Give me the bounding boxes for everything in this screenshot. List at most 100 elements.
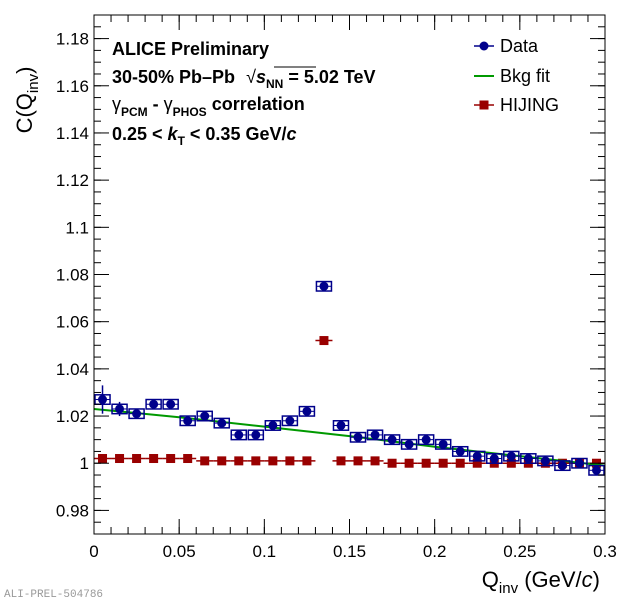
legend: Data Bkg fit HIJING	[474, 36, 559, 115]
dash: -	[148, 94, 164, 114]
y-tick-label: 0.98	[56, 501, 89, 520]
y-tick-label: 1.06	[56, 313, 89, 332]
kt-k: k	[168, 124, 179, 144]
y-tick-label: 1.12	[56, 171, 89, 190]
x-title-unit-post: )	[593, 567, 600, 592]
data-point	[132, 409, 142, 419]
kt-lower: 0.25 <	[112, 124, 168, 144]
hijing-point	[336, 456, 346, 466]
x-tick-label: 0.05	[163, 542, 196, 561]
x-tick-label: 0.1	[253, 542, 277, 561]
y-tick-label: 1.16	[56, 77, 89, 96]
annotation-correlation: γPCM - γPHOS correlation	[112, 94, 305, 119]
data-point	[438, 439, 448, 449]
hijing-point	[438, 458, 448, 468]
y-tick-label: 1.02	[56, 407, 89, 426]
x-title-q: Q	[482, 567, 499, 592]
data-point	[506, 451, 516, 461]
data-point	[98, 395, 108, 405]
sub-pcm: PCM	[121, 105, 148, 119]
annotation-system: 30-50% Pb–Pb √sNN = 5.02 TeV	[112, 67, 376, 91]
y-title-c: C(Q	[12, 93, 37, 133]
data-point	[285, 416, 295, 426]
sub-phos: PHOS	[173, 105, 207, 119]
y-tick-label: 1	[80, 454, 89, 473]
y-tick-label: 1.04	[56, 360, 89, 379]
legend-hijing-marker	[479, 100, 489, 110]
data-point	[166, 399, 176, 409]
y-tick-label: 1.18	[56, 30, 89, 49]
hijing-point	[98, 454, 108, 464]
hijing-point	[387, 458, 397, 468]
annotation-nn: NN	[266, 77, 283, 91]
y-tick-label: 1.14	[56, 124, 89, 143]
hijing-point	[319, 336, 329, 346]
legend-data-marker	[479, 41, 489, 51]
data-point	[336, 420, 346, 430]
hijing-point	[506, 458, 516, 468]
hijing-point	[421, 458, 431, 468]
x-tick-label: 0.25	[503, 542, 536, 561]
data-point	[302, 406, 312, 416]
data-point	[217, 418, 227, 428]
y-title-post: )	[12, 67, 37, 74]
hijing-point	[200, 456, 210, 466]
data-point	[540, 456, 550, 466]
x-title-unit-pre: (GeV/	[518, 567, 582, 592]
data-point	[387, 435, 397, 445]
data-point	[200, 411, 210, 421]
hijing-point	[370, 456, 380, 466]
data-point	[234, 430, 244, 440]
x-title-sub: inv	[499, 580, 519, 597]
annotation-kt: 0.25 < kT < 0.35 GeV/c	[112, 124, 297, 148]
data-point	[523, 454, 533, 464]
data-point	[183, 416, 193, 426]
hijing-point	[404, 458, 414, 468]
watermark: ALI-PREL-504786	[4, 589, 103, 601]
hijing-point	[217, 456, 227, 466]
hijing-point	[234, 456, 244, 466]
data-point	[557, 461, 567, 471]
bkg-fit-line	[93, 407, 606, 467]
x-tick-label: 0.15	[333, 542, 366, 561]
hijing-point	[285, 456, 295, 466]
hijing-point	[472, 458, 482, 468]
data-point	[370, 430, 380, 440]
data-point	[319, 281, 329, 291]
hijing-point	[115, 454, 125, 464]
hijing-point	[149, 454, 159, 464]
hijing-point	[455, 458, 465, 468]
y-axis-title: C(Qinv)	[12, 67, 42, 134]
data-point	[591, 465, 601, 475]
x-tick-label: 0	[89, 542, 98, 561]
x-title-c: c	[582, 567, 593, 592]
data-point	[574, 458, 584, 468]
kt-T: T	[178, 134, 186, 148]
data-point	[353, 432, 363, 442]
data-point	[115, 404, 125, 414]
legend-fit-label: Bkg fit	[500, 66, 550, 86]
x-axis-title: Qinv (GeV/c)	[482, 567, 600, 597]
legend-data-label: Data	[500, 36, 539, 56]
x-tick-label: 0.3	[593, 542, 617, 561]
correlation-word: correlation	[207, 94, 305, 114]
hijing-point	[166, 454, 176, 464]
hijing-point	[302, 456, 312, 466]
gamma-2: γ	[164, 94, 173, 114]
hijing-point	[251, 456, 261, 466]
data-point	[421, 435, 431, 445]
data-point	[489, 454, 499, 464]
data-point	[268, 420, 278, 430]
hijing-point	[353, 456, 363, 466]
x-tick-label: 0.2	[423, 542, 447, 561]
y-tick-label: 1.08	[56, 266, 89, 285]
data-point	[472, 451, 482, 461]
annotation-energy: = 5.02 TeV	[283, 67, 375, 87]
annotation-s: s	[256, 67, 266, 87]
hijing-point	[132, 454, 142, 464]
hijing-point	[183, 454, 193, 464]
data-point	[149, 399, 159, 409]
y-title-sub: inv	[25, 73, 42, 93]
hijing-point	[268, 456, 278, 466]
